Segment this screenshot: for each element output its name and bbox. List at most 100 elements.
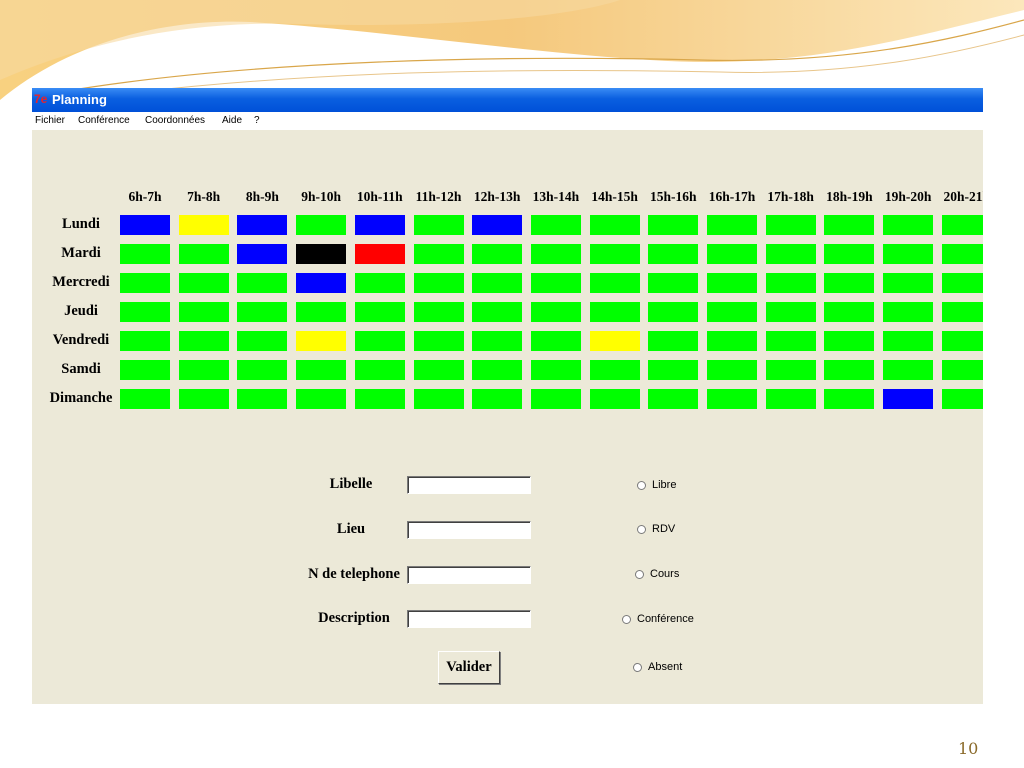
slot-jeudi-14h-15h[interactable] [590, 302, 640, 322]
option-libre[interactable]: Libre [637, 478, 676, 492]
slot-dimanche-7h-8h[interactable] [179, 389, 229, 409]
slot-samdi-9h-10h[interactable] [296, 360, 346, 380]
slot-jeudi-6h-7h[interactable] [120, 302, 170, 322]
slot-lundi-9h-10h[interactable] [296, 215, 346, 235]
slot-jeudi-7h-8h[interactable] [179, 302, 229, 322]
slot-vendredi-18h-19h[interactable] [824, 331, 874, 351]
slot-dimanche-14h-15h[interactable] [590, 389, 640, 409]
slot-mercredi-19h-20h[interactable] [883, 273, 933, 293]
slot-vendredi-16h-17h[interactable] [707, 331, 757, 351]
slot-vendredi-11h-12h[interactable] [414, 331, 464, 351]
slot-mardi-9h-10h[interactable] [296, 244, 346, 264]
n-de-telephone-input[interactable] [407, 566, 531, 584]
slot-mercredi-6h-7h[interactable] [120, 273, 170, 293]
slot-samdi-19h-20h[interactable] [883, 360, 933, 380]
slot-mardi-17h-18h[interactable] [766, 244, 816, 264]
slot-samdi-18h-19h[interactable] [824, 360, 874, 380]
slot-mardi-16h-17h[interactable] [707, 244, 757, 264]
slot-mercredi-18h-19h[interactable] [824, 273, 874, 293]
menu-coordonnees[interactable]: Coordonnées [145, 115, 206, 126]
slot-mercredi-13h-14h[interactable] [531, 273, 581, 293]
slot-jeudi-13h-14h[interactable] [531, 302, 581, 322]
slot-samdi-6h-7h[interactable] [120, 360, 170, 380]
slot-lundi-7h-8h[interactable] [179, 215, 229, 235]
slot-dimanche-15h-16h[interactable] [648, 389, 698, 409]
radio-button[interactable] [635, 569, 644, 579]
slot-samdi-8h-9h[interactable] [237, 360, 287, 380]
slot-vendredi-9h-10h[interactable] [296, 331, 346, 351]
slot-mercredi-20h-21h[interactable] [942, 273, 983, 293]
slot-vendredi-14h-15h[interactable] [590, 331, 640, 351]
slot-jeudi-20h-21h[interactable] [942, 302, 983, 322]
slot-mardi-19h-20h[interactable] [883, 244, 933, 264]
description-input[interactable] [407, 610, 531, 628]
slot-mardi-15h-16h[interactable] [648, 244, 698, 264]
slot-lundi-20h-21h[interactable] [942, 215, 983, 235]
slot-lundi-15h-16h[interactable] [648, 215, 698, 235]
slot-mardi-13h-14h[interactable] [531, 244, 581, 264]
slot-jeudi-16h-17h[interactable] [707, 302, 757, 322]
radio-button[interactable] [637, 524, 646, 534]
slot-mardi-14h-15h[interactable] [590, 244, 640, 264]
slot-samdi-11h-12h[interactable] [414, 360, 464, 380]
slot-lundi-16h-17h[interactable] [707, 215, 757, 235]
slot-mercredi-16h-17h[interactable] [707, 273, 757, 293]
radio-button[interactable] [633, 662, 642, 672]
slot-mardi-18h-19h[interactable] [824, 244, 874, 264]
slot-lundi-12h-13h[interactable] [472, 215, 522, 235]
slot-samdi-13h-14h[interactable] [531, 360, 581, 380]
menu-conference[interactable]: Conférence [78, 115, 130, 126]
option-absent[interactable]: Absent [633, 660, 682, 674]
slot-mardi-8h-9h[interactable] [237, 244, 287, 264]
slot-dimanche-10h-11h[interactable] [355, 389, 405, 409]
slot-vendredi-17h-18h[interactable] [766, 331, 816, 351]
slot-mardi-7h-8h[interactable] [179, 244, 229, 264]
slot-dimanche-12h-13h[interactable] [472, 389, 522, 409]
slot-mercredi-10h-11h[interactable] [355, 273, 405, 293]
slot-mardi-10h-11h[interactable] [355, 244, 405, 264]
slot-lundi-14h-15h[interactable] [590, 215, 640, 235]
slot-dimanche-20h-21h[interactable] [942, 389, 983, 409]
slot-jeudi-18h-19h[interactable] [824, 302, 874, 322]
menu-aide[interactable]: Aide [222, 115, 243, 126]
slot-dimanche-16h-17h[interactable] [707, 389, 757, 409]
option-cours[interactable]: Cours [635, 567, 679, 581]
slot-samdi-20h-21h[interactable] [942, 360, 983, 380]
slot-mercredi-15h-16h[interactable] [648, 273, 698, 293]
slot-dimanche-18h-19h[interactable] [824, 389, 874, 409]
slot-jeudi-9h-10h[interactable] [296, 302, 346, 322]
slot-jeudi-8h-9h[interactable] [237, 302, 287, 322]
slot-mercredi-12h-13h[interactable] [472, 273, 522, 293]
slot-vendredi-7h-8h[interactable] [179, 331, 229, 351]
slot-mardi-20h-21h[interactable] [942, 244, 983, 264]
slot-dimanche-11h-12h[interactable] [414, 389, 464, 409]
radio-button[interactable] [622, 614, 631, 624]
slot-jeudi-11h-12h[interactable] [414, 302, 464, 322]
slot-jeudi-12h-13h[interactable] [472, 302, 522, 322]
slot-jeudi-10h-11h[interactable] [355, 302, 405, 322]
option-rdv[interactable]: RDV [637, 522, 675, 536]
slot-lundi-19h-20h[interactable] [883, 215, 933, 235]
slot-vendredi-19h-20h[interactable] [883, 331, 933, 351]
slot-lundi-11h-12h[interactable] [414, 215, 464, 235]
slot-dimanche-17h-18h[interactable] [766, 389, 816, 409]
slot-mardi-12h-13h[interactable] [472, 244, 522, 264]
slot-samdi-16h-17h[interactable] [707, 360, 757, 380]
slot-jeudi-19h-20h[interactable] [883, 302, 933, 322]
slot-jeudi-15h-16h[interactable] [648, 302, 698, 322]
slot-samdi-15h-16h[interactable] [648, 360, 698, 380]
slot-dimanche-6h-7h[interactable] [120, 389, 170, 409]
libelle-input[interactable] [407, 476, 531, 494]
lieu-input[interactable] [407, 521, 531, 539]
slot-mardi-6h-7h[interactable] [120, 244, 170, 264]
valider-button[interactable]: Valider [438, 651, 500, 684]
slot-mercredi-11h-12h[interactable] [414, 273, 464, 293]
slot-samdi-12h-13h[interactable] [472, 360, 522, 380]
slot-vendredi-12h-13h[interactable] [472, 331, 522, 351]
radio-button[interactable] [637, 480, 646, 490]
slot-mercredi-8h-9h[interactable] [237, 273, 287, 293]
slot-vendredi-6h-7h[interactable] [120, 331, 170, 351]
menu-help[interactable]: ? [254, 115, 260, 126]
slot-lundi-8h-9h[interactable] [237, 215, 287, 235]
slot-lundi-13h-14h[interactable] [531, 215, 581, 235]
